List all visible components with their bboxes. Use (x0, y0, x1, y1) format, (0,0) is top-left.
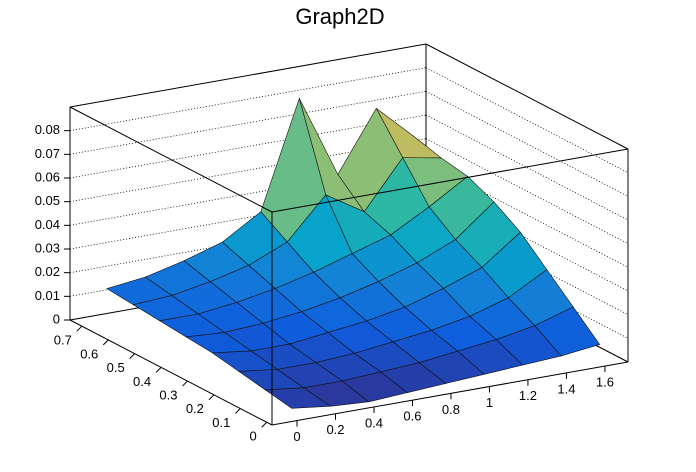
box-edge (271, 148, 629, 213)
box-edge (69, 106, 273, 213)
x-tick-label: 0.6 (403, 409, 421, 424)
x-tick-label: 1.4 (557, 381, 575, 396)
grid-line (69, 185, 427, 250)
grid-line (425, 90, 629, 197)
x-tick-label: 0.4 (365, 415, 383, 430)
grid-line (425, 138, 629, 245)
grid-line (425, 209, 629, 316)
x-tick-label: 1.6 (596, 375, 614, 390)
box-edge (69, 43, 427, 108)
y-axis (69, 319, 273, 426)
grid-line (69, 114, 427, 179)
z-tick-label: 0.04 (35, 217, 60, 232)
box-edge (425, 43, 629, 150)
grid-line (425, 185, 629, 292)
y-tick-label: 0.6 (80, 346, 98, 361)
z-tick-label: 0.02 (35, 264, 60, 279)
grid-line (425, 232, 629, 339)
x-tick-label: 0.8 (442, 402, 460, 417)
surface-cell (264, 387, 332, 409)
z-tick-label: 0.08 (35, 122, 60, 137)
z-tick-label: 0.01 (35, 288, 60, 303)
z-tick-label: 0.03 (35, 240, 60, 255)
x-tick-label: 0.2 (326, 422, 344, 437)
y-tick-label: 0 (249, 429, 256, 444)
grid-line (69, 67, 427, 132)
z-tick-label: 0.05 (35, 193, 60, 208)
x-tick-label: 1.2 (519, 388, 537, 403)
y-tick (261, 421, 268, 428)
y-tick-label: 0.3 (159, 388, 177, 403)
z-tick-label: 0.07 (35, 146, 60, 161)
y-tick (234, 408, 241, 414)
grid-line (69, 138, 427, 203)
y-tick (182, 380, 188, 387)
y-tick (155, 366, 162, 373)
y-tick-label: 0.4 (133, 374, 151, 389)
x-axis (271, 361, 629, 426)
y-tick-label: 0.7 (54, 333, 72, 348)
grid-line (425, 114, 629, 221)
grid-line (69, 161, 427, 226)
z-tick-label: 0.06 (35, 169, 60, 184)
x-tick-label: 0 (293, 429, 300, 444)
y-tick (208, 394, 215, 401)
y-tick-label: 0.2 (186, 401, 204, 416)
y-tick-label: 0.5 (107, 360, 125, 375)
z-tick-label: 0 (53, 311, 60, 326)
y-tick (102, 339, 109, 346)
grid-line (425, 67, 629, 174)
x-tick-label: 1 (486, 395, 493, 410)
y-tick-label: 0.1 (212, 415, 230, 430)
grid-line (69, 90, 427, 155)
chart-title: Graph2D (295, 4, 384, 29)
grid-line (425, 161, 629, 268)
y-tick (129, 353, 136, 359)
y-tick (76, 325, 83, 332)
